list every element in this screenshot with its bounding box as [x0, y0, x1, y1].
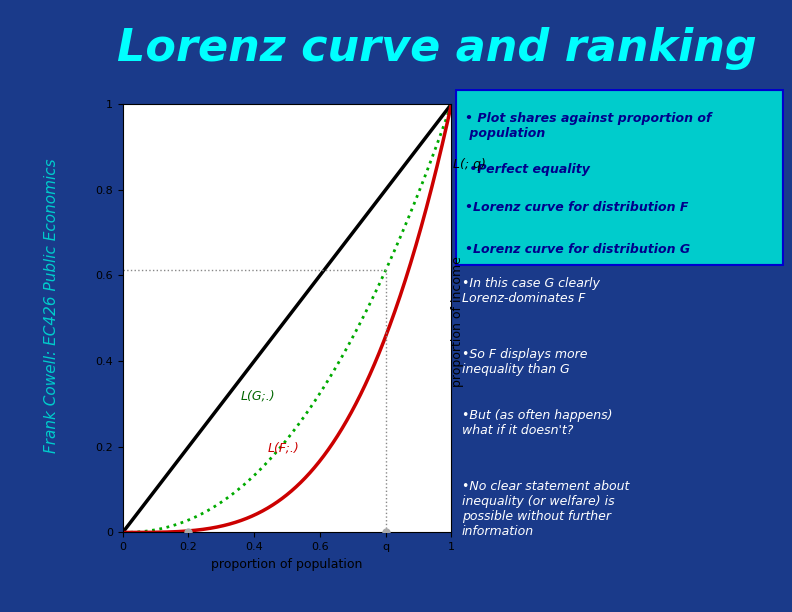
Text: L(G;.): L(G;.): [241, 390, 276, 403]
Text: •But (as often happens)
what if it doesn't?: •But (as often happens) what if it doesn…: [462, 409, 612, 437]
Text: • Plot shares against proportion of
 population: • Plot shares against proportion of popu…: [465, 112, 712, 140]
Text: •Lorenz curve for distribution G: •Lorenz curve for distribution G: [465, 243, 691, 256]
Text: •Perfect equality: •Perfect equality: [465, 163, 590, 176]
Text: •Lorenz curve for distribution F: •Lorenz curve for distribution F: [465, 201, 688, 214]
Text: Lorenz curve and ranking: Lorenz curve and ranking: [116, 28, 756, 70]
Text: •So F displays more
inequality than G: •So F displays more inequality than G: [462, 348, 588, 376]
Text: L(F;.): L(F;.): [268, 441, 299, 454]
Text: •No clear statement about
inequality (or welfare) is
possible without further
in: •No clear statement about inequality (or…: [462, 480, 630, 538]
Text: proportion of income: proportion of income: [451, 256, 464, 387]
Text: Frank Cowell: EC426 Public Economics: Frank Cowell: EC426 Public Economics: [44, 159, 59, 453]
X-axis label: proportion of population: proportion of population: [211, 558, 363, 571]
Text: •In this case G clearly
Lorenz-dominates F: •In this case G clearly Lorenz-dominates…: [462, 277, 600, 305]
Text: L(; q): L(; q): [453, 159, 486, 171]
FancyBboxPatch shape: [455, 89, 784, 266]
